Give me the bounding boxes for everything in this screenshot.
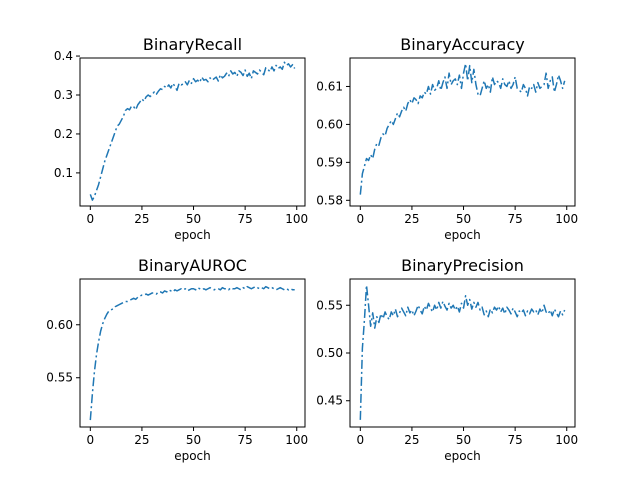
x-tick-label: 0 [357,433,365,447]
y-tick-label: 0.61 [316,79,343,93]
x-tick-label: 100 [285,212,308,226]
x-axis-label: epoch [174,449,211,463]
subplot-title: BinaryAccuracy [400,35,524,54]
x-tick-label: 50 [456,212,471,226]
x-tick-label: 0 [357,212,365,226]
x-tick-label: 25 [134,433,149,447]
y-tick-label: 0.55 [316,298,343,312]
x-tick-label: 25 [134,212,149,226]
subplot-2: BinaryAUROC 0 25 50 75 100 0.55 0.60 epoch [46,256,308,463]
subplot-3: BinaryPrecision 0 25 50 75 100 0.45 0.50 0.55 epo… [316,256,578,463]
y-tick-label: 0.59 [316,155,343,169]
x-axis-label: epoch [444,228,481,242]
x-tick-label: 0 [87,212,95,226]
x-tick-label: 75 [237,212,252,226]
x-tick-label: 75 [507,212,522,226]
series-line [359,284,566,420]
x-tick-label: 25 [404,212,419,226]
subplot-title: BinaryAUROC [138,256,247,275]
x-tick-label: 75 [237,433,252,447]
subplot-0: BinaryRecall 0 25 50 75 100 0.1 0.2 0.3 0.4 epoch [54,35,308,242]
x-tick-label: 50 [186,433,201,447]
x-axis-label: epoch [444,449,481,463]
axes-frame [79,278,306,428]
x-tick-label: 50 [186,212,201,226]
x-tick-label: 50 [456,433,471,447]
y-tick-label: 0.60 [46,318,73,332]
subplot-1: BinaryAccuracy 0 25 50 75 100 0.58 0.59 0.60 0.61… [316,35,578,242]
y-tick-label: 0.50 [316,346,343,360]
subplot-title: BinaryPrecision [401,256,524,275]
y-tick-label: 0.3 [54,88,73,102]
x-tick-label: 100 [555,212,578,226]
y-tick-label: 0.1 [54,166,73,180]
y-tick-label: 0.2 [54,127,73,141]
y-tick-label: 0.45 [316,394,343,408]
x-tick-label: 100 [285,433,308,447]
axes-frame [349,278,576,428]
y-tick-label: 0.60 [316,117,343,131]
y-tick-label: 0.55 [46,371,73,385]
series-line [89,285,295,421]
x-tick-label: 100 [555,433,578,447]
y-tick-label: 0.58 [316,193,343,207]
y-tick-label: 0.4 [54,49,73,63]
x-tick-label: 75 [507,433,522,447]
x-axis-label: epoch [174,228,211,242]
subplot-title: BinaryRecall [143,35,242,54]
series-line [359,62,566,195]
axes-frame [79,57,306,207]
x-tick-label: 25 [404,433,419,447]
series-line [89,61,296,201]
axes-frame [349,57,576,207]
x-tick-label: 0 [87,433,95,447]
